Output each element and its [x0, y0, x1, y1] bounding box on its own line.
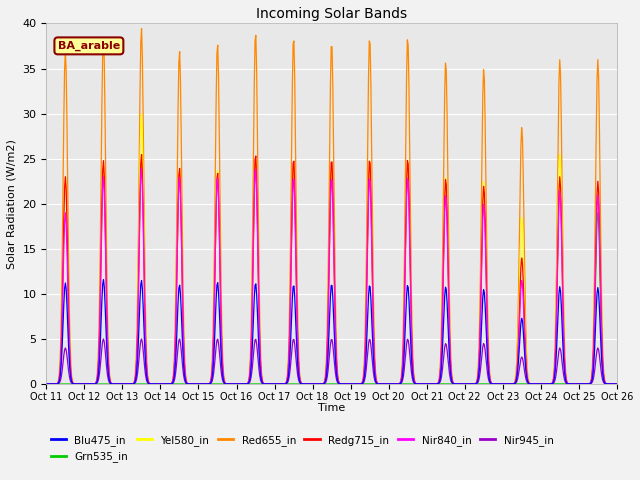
Blu475_in — [419, 381, 426, 387]
Redg715_in — [613, 381, 621, 387]
Redg715_in — [53, 381, 61, 387]
Grn535_in — [613, 381, 621, 387]
X-axis label: Time: Time — [318, 403, 345, 413]
Nir945_in — [113, 381, 120, 387]
Grn535_in — [418, 381, 426, 387]
Line: Nir945_in: Nir945_in — [46, 339, 617, 384]
Red655_in — [138, 26, 145, 32]
Yel580_in — [138, 111, 145, 117]
Blu475_in — [402, 311, 410, 316]
Blu475_in — [170, 375, 178, 381]
Yel580_in — [613, 381, 621, 387]
Nir840_in — [402, 233, 410, 239]
Redg715_in — [138, 152, 145, 157]
Line: Yel580_in: Yel580_in — [46, 114, 617, 384]
Red655_in — [613, 381, 621, 387]
Nir945_in — [613, 381, 621, 387]
Yel580_in — [170, 368, 178, 373]
Red655_in — [42, 381, 50, 387]
Grn535_in — [53, 381, 61, 387]
Yel580_in — [111, 381, 119, 387]
Grn535_in — [170, 381, 177, 387]
Nir840_in — [111, 381, 119, 387]
Blu475_in — [100, 276, 108, 282]
Nir945_in — [419, 381, 426, 387]
Nir840_in — [419, 381, 426, 387]
Redg715_in — [419, 381, 426, 387]
Yel580_in — [53, 381, 61, 387]
Blu475_in — [613, 381, 621, 387]
Line: Redg715_in: Redg715_in — [46, 155, 617, 384]
Yel580_in — [419, 381, 426, 387]
Y-axis label: Solar Radiation (W/m2): Solar Radiation (W/m2) — [7, 139, 17, 269]
Grn535_in — [111, 381, 119, 387]
Nir840_in — [170, 368, 178, 374]
Red655_in — [402, 134, 410, 140]
Redg715_in — [42, 381, 50, 387]
Redg715_in — [200, 381, 208, 387]
Grn535_in — [594, 210, 602, 216]
Nir840_in — [138, 165, 145, 171]
Line: Blu475_in: Blu475_in — [46, 279, 617, 384]
Line: Grn535_in: Grn535_in — [46, 213, 617, 384]
Nir840_in — [613, 381, 621, 387]
Title: Incoming Solar Bands: Incoming Solar Bands — [256, 7, 407, 21]
Grn535_in — [42, 381, 50, 387]
Text: BA_arable: BA_arable — [58, 41, 120, 51]
Yel580_in — [200, 381, 208, 387]
Blu475_in — [42, 381, 50, 387]
Nir840_in — [537, 381, 545, 387]
Nir945_in — [200, 381, 208, 387]
Red655_in — [53, 381, 61, 387]
Nir840_in — [42, 381, 50, 387]
Blu475_in — [200, 381, 208, 387]
Nir945_in — [402, 349, 410, 355]
Red655_in — [419, 381, 426, 387]
Nir840_in — [200, 381, 208, 387]
Line: Nir840_in: Nir840_in — [46, 168, 617, 384]
Red655_in — [111, 381, 119, 387]
Red655_in — [200, 381, 208, 387]
Nir945_in — [53, 381, 61, 387]
Grn535_in — [200, 381, 207, 387]
Nir945_in — [100, 336, 108, 342]
Red655_in — [170, 360, 178, 366]
Yel580_in — [402, 220, 410, 226]
Nir840_in — [53, 381, 61, 387]
Blu475_in — [113, 381, 120, 387]
Nir945_in — [42, 381, 50, 387]
Legend: Blu475_in, Grn535_in, Yel580_in, Red655_in, Redg715_in, Nir840_in, Nir945_in: Blu475_in, Grn535_in, Yel580_in, Red655_… — [46, 431, 557, 466]
Redg715_in — [111, 381, 119, 387]
Yel580_in — [42, 381, 50, 387]
Nir945_in — [170, 378, 178, 384]
Redg715_in — [170, 368, 178, 373]
Grn535_in — [401, 381, 409, 387]
Line: Red655_in: Red655_in — [46, 29, 617, 384]
Blu475_in — [53, 381, 61, 387]
Redg715_in — [537, 381, 545, 387]
Redg715_in — [402, 220, 410, 226]
